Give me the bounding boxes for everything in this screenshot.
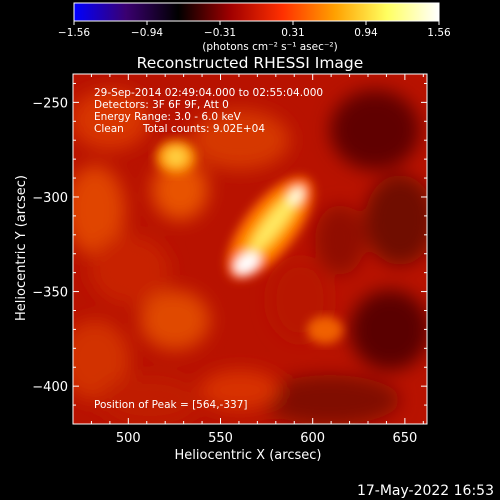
y-axis: −250 −300 −350 −400 — [32, 82, 427, 425]
colorbar-tick-labels: −1.56 −0.94 −0.31 0.31 0.94 1.56 — [58, 27, 451, 39]
y-tick-label: −300 — [32, 191, 68, 206]
annotations: 29-Sep-2014 02:49:04.000 to 02:55:04.000… — [94, 87, 323, 411]
secondary-source — [156, 140, 196, 174]
x-axis: 500 550 600 650 — [72, 74, 424, 446]
x-tick-label: 600 — [300, 431, 325, 446]
heatmap-plot — [73, 74, 427, 424]
annotation-energy-range: Energy Range: 3.0 - 6.0 keV — [94, 111, 242, 123]
annotation-total-counts: Total counts: 9.02E+04 — [142, 123, 265, 135]
x-tick-label: 650 — [392, 431, 417, 446]
footer-timestamp: 17-May-2022 16:53 — [357, 483, 494, 499]
annotation-time-range: 29-Sep-2014 02:49:04.000 to 02:55:04.000 — [94, 87, 323, 99]
plot-frame — [72, 73, 428, 425]
colorbar-tick-label: −0.31 — [204, 27, 236, 39]
y-tick-label: −250 — [32, 96, 68, 111]
colorbar-tick-label: 0.94 — [354, 27, 378, 39]
annotation-clean: Clean — [94, 123, 124, 135]
chart-title: Reconstructed RHESSI Image — [137, 54, 364, 72]
x-axis-label: Heliocentric X (arcsec) — [175, 448, 322, 463]
y-tick-label: −350 — [32, 286, 68, 301]
annotation-peak-position: Position of Peak = [564,-337] — [94, 399, 248, 411]
colorbar-tick-label: 0.31 — [281, 27, 304, 39]
x-tick-label: 500 — [116, 431, 141, 446]
colorbar-tick-label: −1.56 — [58, 27, 90, 39]
colorbar-ticks — [73, 21, 440, 25]
colorbar-tick-label: 1.56 — [427, 27, 451, 39]
colorbar-bar — [73, 2, 440, 22]
colorbar-tick-label: −0.94 — [131, 27, 163, 39]
y-tick-label: −400 — [32, 380, 68, 395]
faint-source — [307, 316, 343, 344]
annotation-detectors: Detectors: 3F 6F 9F, Att 0 — [94, 99, 229, 111]
x-tick-label: 550 — [208, 431, 233, 446]
heatmap-texture — [73, 90, 427, 424]
colorbar-units-label: (photons cm⁻² s⁻¹ asec⁻²) — [202, 41, 337, 53]
colorbar: −1.56 −0.94 −0.31 0.31 0.94 1.56 (photons cm⁻… — [58, 2, 451, 53]
y-axis-label: Heliocentric Y (arcsec) — [14, 175, 29, 321]
main-source — [226, 176, 314, 280]
